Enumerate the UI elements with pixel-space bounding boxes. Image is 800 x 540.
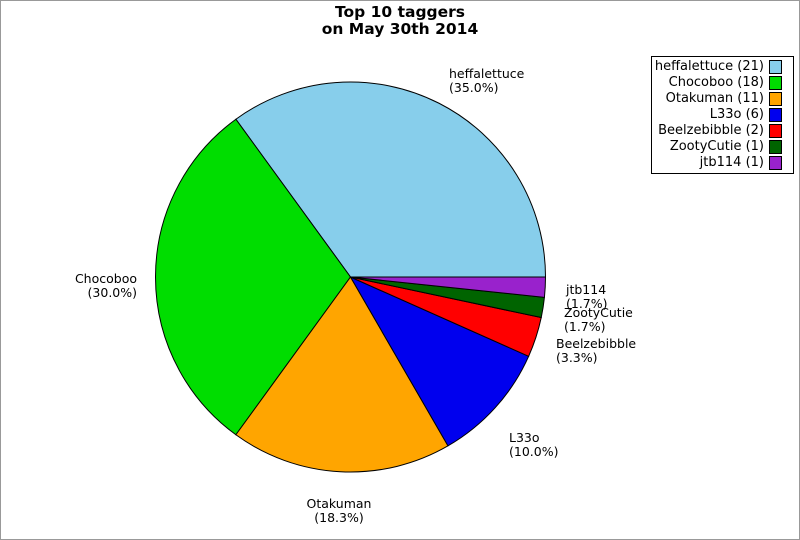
legend-label: heffalettuce (21) xyxy=(654,59,764,74)
legend-swatch xyxy=(769,76,782,90)
pie-slice-heffalettuce xyxy=(235,81,547,278)
chart-title: Top 10 taggers on May 30th 2014 xyxy=(1,4,799,38)
legend-box: heffalettuce (21) Chocoboo (18) Otakuman (… xyxy=(651,56,794,174)
pie-slice-Chocoboo xyxy=(154,118,352,436)
legend-item: heffalettuce (21) xyxy=(654,59,782,75)
chart-title-line1: Top 10 taggers xyxy=(334,3,466,21)
legend-item: jtb114 (1) xyxy=(654,155,782,171)
legend-label: Otakuman (11) xyxy=(665,91,764,106)
legend-item: Otakuman (11) xyxy=(654,91,782,107)
legend-swatch xyxy=(769,92,782,106)
legend-rows: heffalettuce (21) Chocoboo (18) Otakuman (… xyxy=(654,59,782,171)
legend-item: Chocoboo (18) xyxy=(654,75,782,91)
pie-slice-jtb114 xyxy=(350,276,547,298)
legend-swatch xyxy=(769,156,782,170)
legend-swatch xyxy=(769,60,782,74)
chart-title-line2: on May 30th 2014 xyxy=(321,20,479,38)
legend-label: Beelzebibble (2) xyxy=(658,123,764,138)
legend-label: ZootyCutie (1) xyxy=(669,139,764,154)
legend-label: jtb114 (1) xyxy=(699,155,764,170)
legend-item: Beelzebibble (2) xyxy=(654,123,782,139)
pie-slice-Otakuman xyxy=(235,276,449,473)
legend-swatch xyxy=(769,124,782,138)
pie xyxy=(154,81,547,473)
legend-item: L33o (6) xyxy=(654,107,782,123)
pie-slice-L33o xyxy=(349,275,530,447)
legend-label: Chocoboo (18) xyxy=(668,75,764,90)
legend-swatch xyxy=(769,140,782,154)
legend-label: L33o (6) xyxy=(709,107,764,122)
legend-item: ZootyCutie (1) xyxy=(654,139,782,155)
legend-swatch xyxy=(769,108,782,122)
